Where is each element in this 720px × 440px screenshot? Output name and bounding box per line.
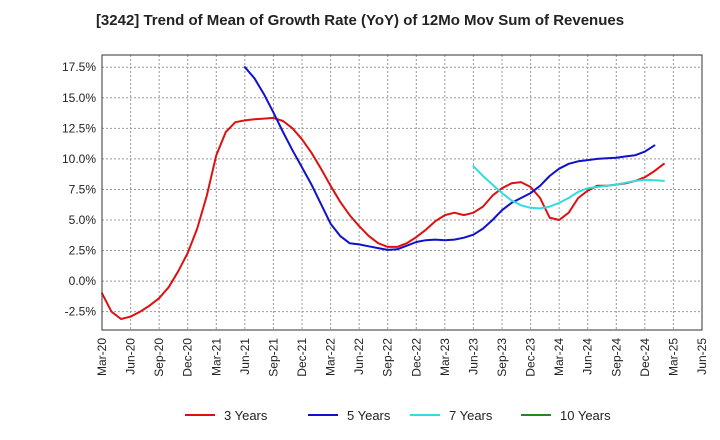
x-tick-label: Jun-23: [466, 338, 480, 375]
y-tick-label: 10.0%: [62, 152, 96, 166]
grid-lines: [101, 55, 703, 330]
chart-title: [3242] Trend of Mean of Growth Rate (YoY…: [95, 12, 625, 29]
series-line-3-years: [101, 116, 665, 320]
series-line-5-years: [243, 66, 656, 251]
x-tick-label: Jun-20: [124, 338, 138, 375]
x-tick-label: Sep-22: [381, 338, 395, 377]
y-tick-label: 12.5%: [62, 121, 96, 135]
legend-label-7-years: 7 Years: [449, 408, 493, 423]
x-tick-label: Mar-22: [324, 338, 338, 376]
x-tick-label: Mar-23: [438, 338, 452, 376]
series-line-7-years: [472, 165, 665, 210]
x-tick-label: Mar-24: [552, 338, 566, 376]
x-tick-label: Mar-20: [95, 338, 109, 376]
x-tick-label: Dec-22: [409, 338, 423, 377]
legend-label-5-years: 5 Years: [347, 408, 391, 423]
plot-frame: [101, 54, 703, 331]
x-tick-label: Jun-21: [238, 338, 252, 375]
legend: 3 Years 5 Years 7 Years 10 Years: [185, 408, 611, 423]
x-tick-label: Sep-23: [495, 338, 509, 377]
x-tick-label: Jun-24: [581, 338, 595, 375]
x-tick-label: Dec-20: [181, 338, 195, 377]
y-tick-label: 0.0%: [69, 274, 97, 288]
x-tick-label: Dec-21: [295, 338, 309, 377]
x-tick-label: Sep-21: [266, 338, 280, 377]
y-tick-label: -2.5%: [65, 305, 97, 319]
y-tick-label: 15.0%: [62, 91, 96, 105]
x-tick-label: Dec-23: [524, 338, 538, 377]
y-tick-label: 7.5%: [69, 182, 97, 196]
legend-label-10-years: 10 Years: [560, 408, 611, 423]
x-tick-label: Sep-20: [152, 338, 166, 377]
x-tick-label: Jun-22: [352, 338, 366, 375]
y-tick-label: 2.5%: [69, 244, 97, 258]
y-tick-label: 17.5%: [62, 60, 96, 74]
x-tick-label: Dec-24: [638, 338, 652, 377]
x-tick-label: Sep-24: [609, 338, 623, 377]
legend-label-3-years: 3 Years: [224, 408, 268, 423]
x-tick-label: Mar-21: [209, 338, 223, 376]
y-tick-label: 5.0%: [69, 213, 97, 227]
series-lines: [101, 66, 665, 320]
x-axis-ticks: Mar-20 Jun-20 Sep-20 Dec-20 Mar-21 Jun-21 Sep-…: [95, 338, 709, 377]
x-tick-label: Jun-25: [695, 338, 709, 375]
x-tick-label: Mar-25: [666, 338, 680, 376]
y-axis-ticks: 17.5% 15.0% 12.5% 10.0% 7.5% 5.0% 2.5% 0.0% -2.5…: [62, 60, 96, 318]
